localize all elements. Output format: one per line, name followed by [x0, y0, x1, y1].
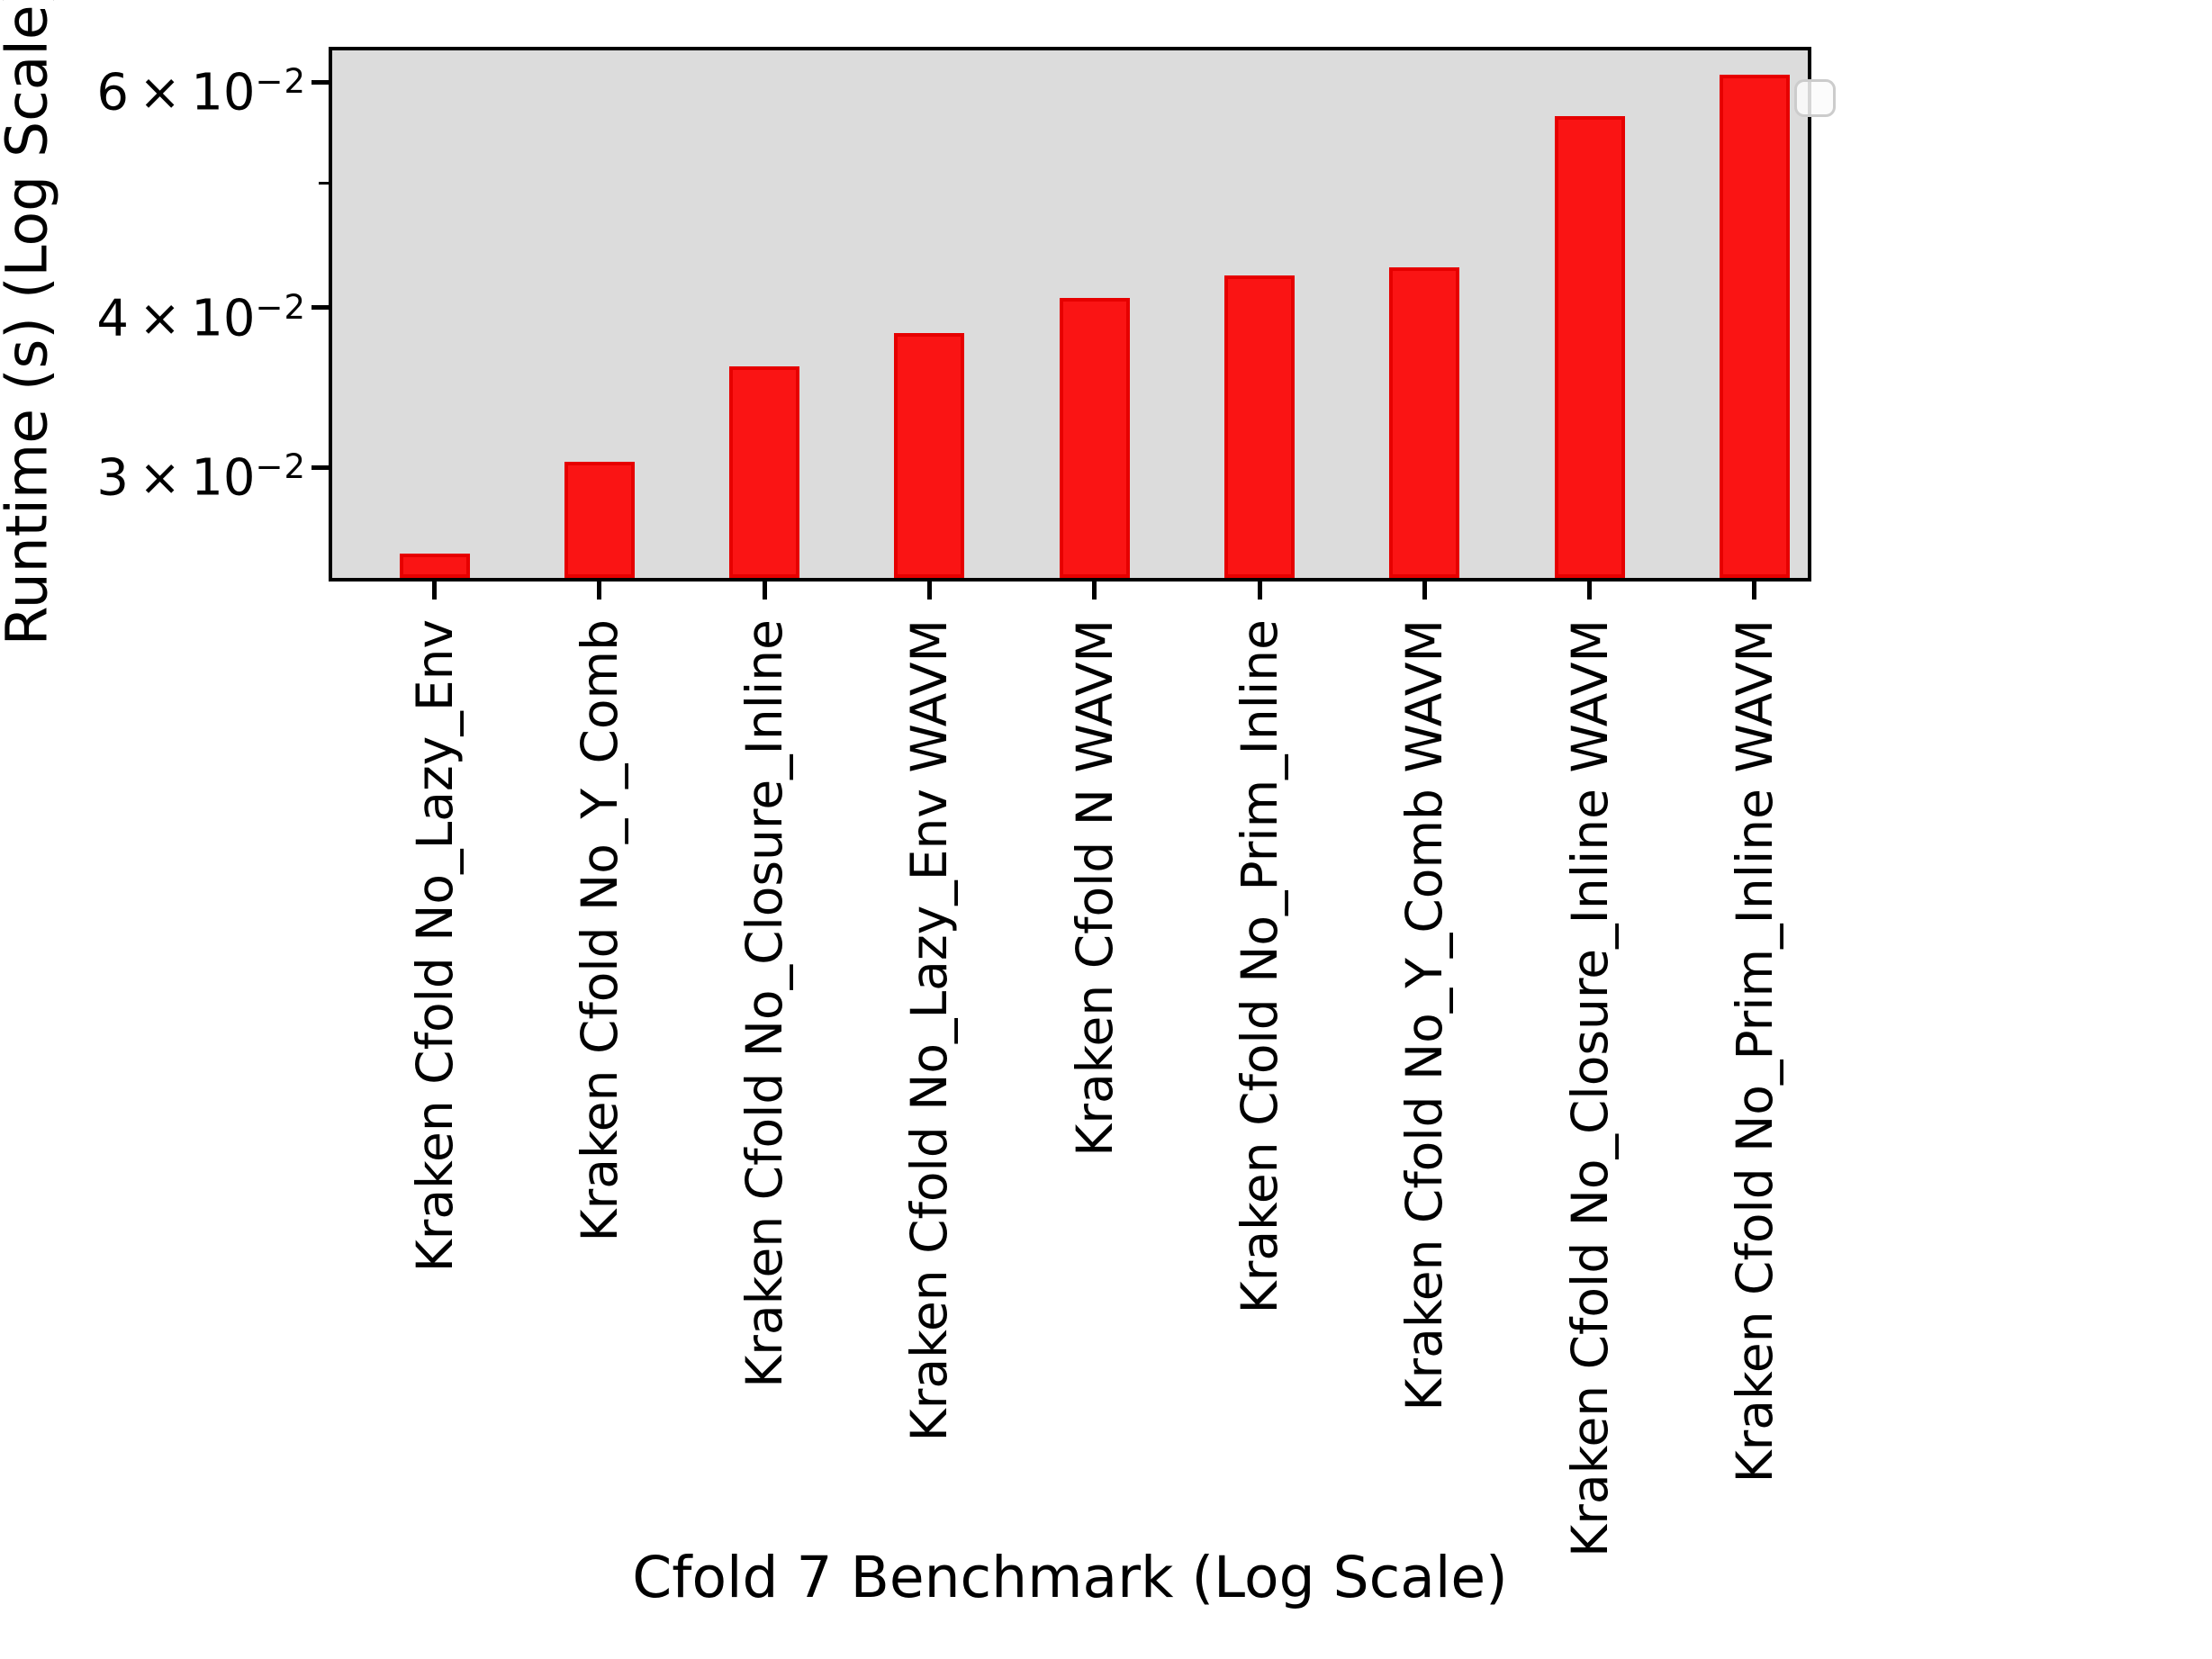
x-tick-label: Kraken Cfold No_Y_Comb WAVM — [1395, 619, 1454, 1411]
x-tick-mark — [762, 582, 767, 600]
x-tick-label: Kraken Cfold No_Y_Comb — [570, 619, 628, 1242]
y-tick-mark — [311, 305, 329, 311]
y-tick-mark — [311, 464, 329, 470]
x-tick-mark — [1092, 582, 1097, 600]
x-tick-mark — [432, 582, 437, 600]
bar-kraken-cfold-no-prim-inline — [1224, 275, 1295, 578]
bar-kraken-cfold-no-closure-inline-wavm — [1554, 116, 1625, 578]
y-tick-label: 6 × 10−2 — [32, 52, 306, 122]
bar-kraken-cfold-no-y-comb-wavm — [1389, 266, 1460, 578]
x-tick-label: Kraken Cfold N WAVM — [1065, 619, 1124, 1157]
x-tick-mark — [597, 582, 602, 600]
y-tick-label: 4 × 10−2 — [32, 278, 306, 348]
y-tick-label-base: 3 × 10 — [96, 448, 256, 508]
y-tick-label-exponent: −2 — [255, 62, 306, 102]
y-tick-label-base: 6 × 10 — [96, 63, 256, 122]
x-tick-label: Kraken Cfold No_Prim_Inline — [1231, 619, 1288, 1314]
y-minor-tick-mark — [319, 182, 329, 185]
y-tick-label-exponent: −2 — [255, 447, 306, 487]
x-tick-mark — [1257, 582, 1262, 600]
y-tick-label: 3 × 10−2 — [32, 437, 306, 508]
x-tick-label: Kraken Cfold No_Closure_Inline WAVM — [1560, 619, 1619, 1557]
y-tick-mark — [311, 79, 329, 85]
x-tick-label: Kraken Cfold No_Lazy_Env — [405, 619, 464, 1273]
legend-box — [1794, 79, 1836, 117]
x-tick-mark — [1752, 582, 1757, 600]
bar-kraken-cfold-no-prim-inline-wavm — [1719, 74, 1790, 578]
y-tick-label-base: 4 × 10 — [96, 289, 256, 348]
x-tick-mark — [1587, 582, 1593, 600]
bar-kraken-cfold-n-wavm — [1059, 297, 1130, 578]
x-axis-label: Cfold 7 Benchmark (Log Scale) — [632, 1545, 1508, 1610]
x-tick-mark — [1422, 582, 1427, 600]
x-tick-label: Kraken Cfold No_Lazy_Env WAVM — [900, 619, 959, 1442]
bar-kraken-cfold-no-lazy-env — [399, 553, 470, 578]
x-tick-label: Kraken Cfold No_Closure_Inline — [736, 619, 794, 1388]
x-tick-label: Kraken Cfold No_Prim_Inline WAVM — [1725, 619, 1783, 1483]
x-tick-mark — [926, 582, 932, 600]
bar-kraken-cfold-no-closure-inline — [729, 365, 800, 578]
y-tick-label-exponent: −2 — [255, 287, 306, 327]
bar-kraken-cfold-no-lazy-env-wavm — [894, 333, 965, 578]
bar-kraken-cfold-no-y-comb — [564, 462, 635, 578]
